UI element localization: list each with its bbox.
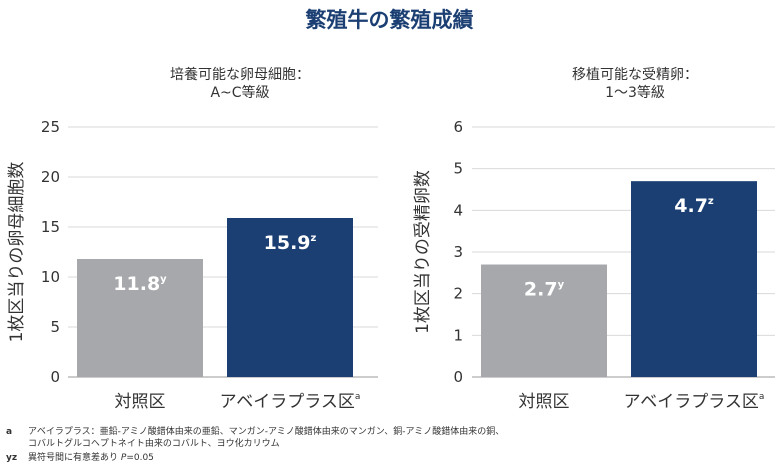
right-chart-bar-treatment — [631, 181, 757, 377]
left-chart-category-label: 対照区 — [115, 392, 166, 412]
right-chart-y-tick-label: 6 — [453, 118, 463, 136]
left-chart-value-superscript: y — [160, 274, 167, 285]
right-chart-y-tick-label: 3 — [453, 243, 463, 261]
left-chart-value-label: 11.8y — [113, 273, 167, 295]
left-chart-category-label: アベイラプラス区a — [220, 392, 361, 412]
right-chart-y-tick-label: 5 — [453, 160, 463, 178]
right-chart-category-label: 対照区 — [519, 392, 570, 412]
footnote-a-continued: コバルトグルコヘプトネイト由来のコバルト、ヨウ化カリウム — [28, 439, 280, 449]
footnote-a: a アベイラプラス：亜鉛-アミノ酸錯体由来の亜鉛、マンガン-アミノ酸錯体由来のマン… — [6, 426, 504, 438]
footnote-p-label: P — [120, 453, 127, 463]
left-chart-y-tick-label: 15 — [41, 218, 60, 236]
right-chart-category-superscript: a — [759, 392, 765, 402]
footnote-p-value: =0.05 — [126, 453, 154, 463]
footnote-a-text-line1: アベイラプラス：亜鉛-アミノ酸錯体由来の亜鉛、マンガン-アミノ酸錯体由来のマンガ… — [28, 427, 505, 437]
left-chart-y-tick-label: 0 — [50, 368, 60, 386]
right-chart-y-tick-label: 1 — [453, 326, 463, 344]
right-chart-value-label: 4.7z — [674, 195, 714, 217]
footnote-a-mark: a — [6, 427, 13, 437]
right-chart-bar-control — [481, 264, 607, 377]
left-chart-y-tick-label: 25 — [41, 118, 60, 136]
right-chart-value-superscript: z — [708, 196, 714, 207]
right-chart-title: 移植可能な受精卵： 1〜3等級 — [505, 66, 765, 102]
right-chart-title-line2: 1〜3等級 — [605, 85, 665, 101]
right-chart-category-label: アベイラプラス区a — [624, 392, 765, 412]
left-chart-bar-control — [77, 259, 203, 377]
left-chart-value-superscript: z — [311, 233, 317, 244]
left-chart-y-tick-label: 5 — [50, 318, 60, 336]
left-chart-category-superscript: a — [355, 392, 361, 402]
right-chart-title-line1: 移植可能な受精卵： — [572, 67, 698, 83]
left-chart-title-line2: A~C等級 — [210, 85, 270, 101]
right-chart-y-axis-label: 1枚区当りの受精卵数 — [413, 170, 433, 334]
footnote-yz-text: 異符号間に有意差あり — [28, 453, 119, 463]
left-chart-y-tick-label: 20 — [41, 168, 60, 186]
left-chart-value-label: 15.9z — [264, 232, 317, 254]
left-chart-y-axis-label: 1枚区当りの卵母細胞数 — [7, 162, 27, 343]
right-chart-value-label: 2.7y — [524, 279, 565, 301]
footnote-yz-mark: yz — [6, 453, 18, 463]
right-chart-y-tick-label: 0 — [453, 368, 463, 386]
left-chart-y-tick-label: 10 — [41, 268, 60, 286]
right-chart-y-tick-label: 4 — [453, 201, 463, 219]
left-chart-title: 培養可能な卵母細胞： A~C等級 — [110, 66, 370, 102]
right-chart-y-tick-label: 2 — [453, 285, 463, 303]
left-chart-bar-treatment — [227, 218, 353, 377]
main-title: 繁殖牛の繁殖成績 — [305, 8, 474, 32]
left-chart-title-line1: 培養可能な卵母細胞： — [170, 67, 310, 83]
right-chart-value-superscript: y — [558, 280, 565, 291]
footnote-yz: yz 異符号間に有意差あり P=0.05 — [6, 452, 154, 464]
